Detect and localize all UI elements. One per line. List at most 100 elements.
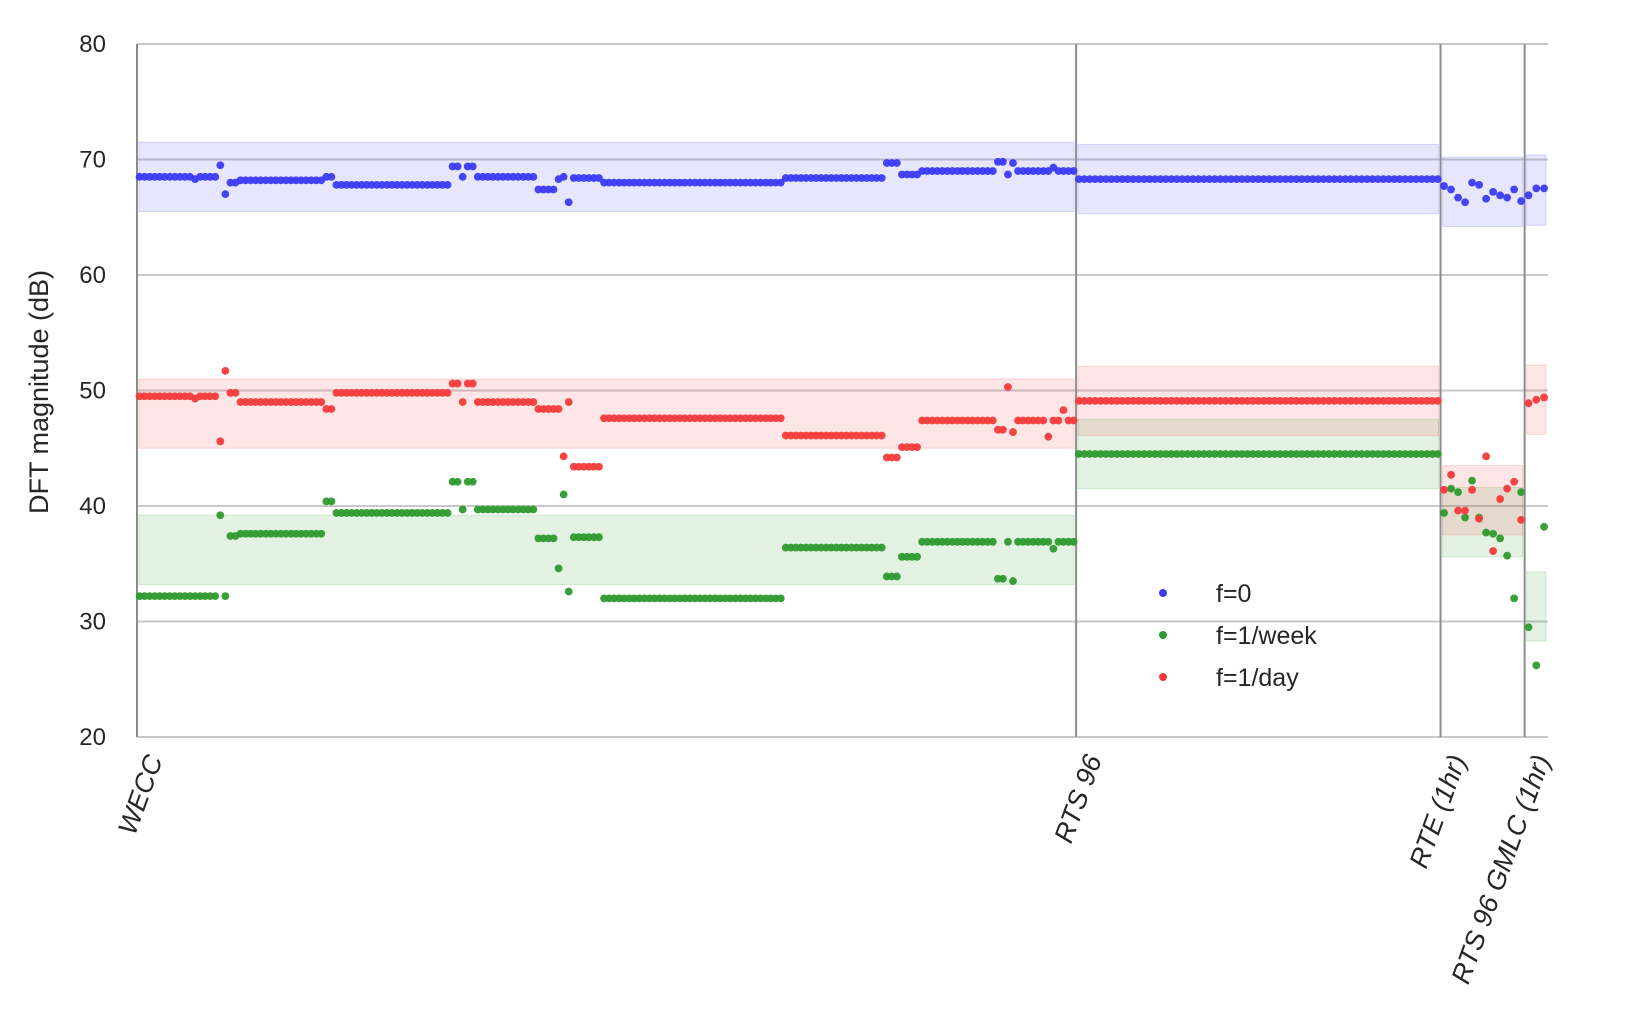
point-week bbox=[1080, 450, 1089, 458]
point-f0 bbox=[1281, 175, 1290, 184]
point-f0 bbox=[1412, 175, 1420, 184]
point-f0 bbox=[1292, 175, 1301, 184]
band-f0 bbox=[1442, 156, 1524, 227]
category-label: RTE (1hr) bbox=[1404, 751, 1473, 872]
point-day bbox=[1292, 396, 1301, 405]
point-week bbox=[327, 497, 336, 506]
point-week bbox=[468, 477, 477, 486]
point-week bbox=[1496, 534, 1505, 543]
point-week bbox=[1308, 450, 1317, 458]
point-day bbox=[1145, 396, 1154, 405]
point-f0 bbox=[1243, 175, 1252, 184]
point-week bbox=[1227, 450, 1236, 458]
point-f0 bbox=[549, 185, 558, 194]
legend-marker-day bbox=[1159, 673, 1167, 681]
point-f0 bbox=[1004, 170, 1012, 179]
point-f0 bbox=[1183, 175, 1192, 184]
point-day bbox=[1216, 396, 1225, 405]
point-f0 bbox=[1259, 175, 1268, 184]
point-week bbox=[1004, 537, 1012, 546]
point-day bbox=[1270, 396, 1279, 405]
point-day bbox=[443, 388, 452, 397]
point-day bbox=[1248, 396, 1257, 405]
point-f0 bbox=[1357, 175, 1366, 184]
point-day bbox=[1524, 399, 1533, 408]
point-f0 bbox=[1248, 175, 1257, 184]
point-f0 bbox=[1390, 175, 1399, 184]
point-week bbox=[1517, 488, 1526, 497]
point-week bbox=[1096, 450, 1105, 458]
point-week bbox=[1292, 450, 1301, 458]
point-f0 bbox=[1200, 175, 1208, 184]
point-f0 bbox=[1232, 175, 1241, 184]
point-week bbox=[1205, 450, 1214, 458]
point-day bbox=[1368, 396, 1377, 405]
point-day bbox=[1259, 396, 1268, 405]
point-f0 bbox=[1433, 175, 1442, 184]
point-day bbox=[1004, 383, 1012, 391]
point-f0 bbox=[988, 167, 997, 175]
y-tick-label: 50 bbox=[79, 378, 106, 405]
point-day bbox=[1517, 515, 1526, 524]
point-week bbox=[1107, 450, 1116, 458]
point-f0 bbox=[1440, 182, 1448, 190]
point-week bbox=[1379, 450, 1388, 458]
point-week bbox=[1238, 450, 1246, 458]
point-f0 bbox=[211, 172, 220, 181]
point-f0 bbox=[1102, 175, 1110, 184]
point-week bbox=[1352, 450, 1361, 458]
point-day bbox=[216, 437, 225, 446]
point-f0 bbox=[1308, 175, 1317, 184]
point-week bbox=[1406, 450, 1415, 458]
point-week bbox=[776, 594, 785, 603]
point-day bbox=[529, 398, 538, 406]
point-f0 bbox=[1216, 175, 1225, 184]
point-day bbox=[1044, 432, 1053, 441]
point-f0 bbox=[1503, 193, 1512, 202]
point-week bbox=[892, 572, 901, 581]
point-f0 bbox=[1368, 175, 1377, 184]
point-f0 bbox=[1091, 175, 1100, 184]
point-week bbox=[1118, 450, 1127, 458]
point-f0 bbox=[1395, 175, 1404, 184]
point-f0 bbox=[1254, 175, 1263, 184]
point-f0 bbox=[468, 162, 477, 171]
point-week bbox=[1489, 529, 1498, 538]
point-week bbox=[1254, 450, 1263, 458]
point-week bbox=[1363, 450, 1372, 458]
point-f0 bbox=[1496, 191, 1505, 200]
point-day bbox=[877, 431, 886, 440]
point-f0 bbox=[1341, 175, 1350, 184]
point-f0 bbox=[216, 161, 225, 170]
point-week bbox=[1374, 450, 1382, 458]
band-week bbox=[1442, 487, 1524, 558]
band-day bbox=[1442, 465, 1524, 536]
point-week bbox=[1248, 450, 1257, 458]
point-week bbox=[1454, 488, 1462, 497]
point-week bbox=[1325, 450, 1333, 458]
point-day bbox=[1123, 396, 1132, 405]
point-week bbox=[1113, 450, 1121, 458]
point-week bbox=[1276, 450, 1284, 458]
point-week bbox=[1085, 450, 1094, 458]
point-day bbox=[1379, 396, 1388, 405]
point-week bbox=[1183, 450, 1192, 458]
point-day bbox=[1468, 485, 1476, 494]
point-day bbox=[1200, 396, 1208, 405]
point-day bbox=[1319, 396, 1328, 405]
point-week bbox=[221, 592, 230, 600]
point-f0 bbox=[458, 172, 467, 181]
point-week bbox=[1156, 450, 1165, 458]
point-f0 bbox=[1363, 175, 1372, 184]
point-week bbox=[1447, 484, 1455, 493]
point-week bbox=[913, 552, 921, 561]
point-week bbox=[1243, 450, 1252, 458]
point-day bbox=[1085, 396, 1094, 405]
point-day bbox=[1074, 396, 1083, 405]
category-label: RTS 96 bbox=[1048, 750, 1108, 847]
point-day bbox=[1178, 396, 1187, 405]
point-week bbox=[1049, 544, 1058, 553]
point-f0 bbox=[453, 162, 462, 171]
point-day bbox=[1461, 506, 1469, 515]
point-day bbox=[1118, 396, 1127, 405]
